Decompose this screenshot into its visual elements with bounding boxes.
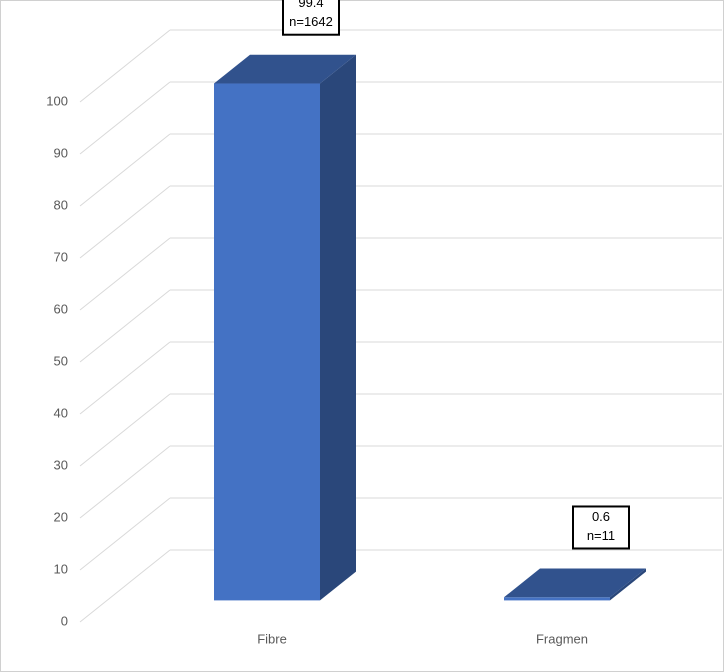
y-tick-label: 40	[54, 405, 68, 420]
bar-top	[214, 54, 356, 84]
x-tick-label: Fibre	[257, 631, 287, 646]
grid-line	[79, 81, 171, 155]
count-label: n=1642	[289, 14, 333, 29]
y-tick-label: 50	[54, 353, 68, 368]
grid-line	[79, 29, 171, 103]
grid-line	[79, 185, 171, 259]
y-tick-label: 10	[54, 561, 68, 576]
grid-line	[79, 497, 171, 571]
y-tick-label: 100	[46, 93, 68, 108]
y-tick-label: 60	[54, 301, 68, 316]
value-label-box	[282, 0, 340, 36]
bar-side	[610, 568, 646, 601]
bar-side	[320, 54, 356, 601]
y-tick-label: 80	[54, 197, 68, 212]
grid-line	[79, 549, 171, 623]
y-tick-label: 70	[54, 249, 68, 264]
y-tick-label: 0	[61, 613, 68, 628]
grid-line	[79, 445, 171, 519]
value-label: 0.6	[592, 509, 610, 524]
grid-line	[79, 341, 171, 415]
grid-line	[79, 133, 171, 207]
y-tick-label: 30	[54, 457, 68, 472]
value-label-box	[572, 505, 630, 550]
x-tick-label: Fragmen	[536, 631, 588, 646]
count-label: n=11	[587, 528, 615, 543]
bar-top	[504, 568, 646, 598]
grid-line	[79, 289, 171, 363]
y-tick-label: 90	[54, 145, 68, 160]
bar-front	[504, 597, 610, 601]
bar-front	[214, 83, 320, 601]
grid-line	[79, 393, 171, 467]
grid-line	[79, 237, 171, 311]
y-tick-label: 20	[54, 509, 68, 524]
value-label: 99.4	[298, 0, 323, 10]
